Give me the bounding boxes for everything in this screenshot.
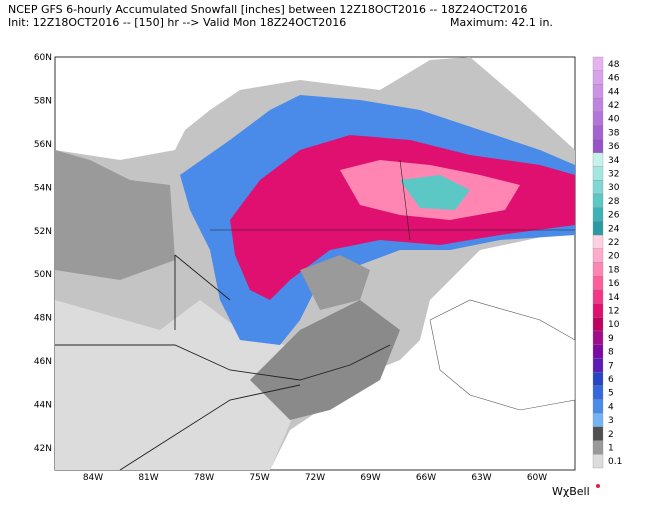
colorbar-label: 2 <box>608 430 614 440</box>
colorbar-swatch <box>592 193 604 208</box>
snow-pink <box>230 135 575 300</box>
snow-gray-core <box>300 255 370 310</box>
lon-label: 66W <box>416 473 436 483</box>
colorbar-label: 14 <box>608 293 620 303</box>
coast-atlantic <box>429 299 576 411</box>
colorbar-label: 0.1 <box>608 457 622 467</box>
colorbar-label: 32 <box>608 169 619 179</box>
colorbar-swatch <box>592 139 604 154</box>
colorbar-swatch <box>592 234 604 249</box>
colorbar-swatch <box>592 221 604 236</box>
colorbar-swatch <box>592 385 604 400</box>
colorbar-label: 48 <box>608 60 620 70</box>
colorbar-swatch <box>592 317 604 332</box>
lon-label: 78W <box>194 473 214 483</box>
colorbar-swatch <box>592 371 604 386</box>
colorbar-label: 24 <box>608 224 620 234</box>
colorbar-swatch <box>592 70 604 85</box>
colorbar-label: 38 <box>608 128 620 138</box>
lat-label: 54N <box>34 183 52 193</box>
colorbar-label: 46 <box>608 74 620 84</box>
colorbar-swatch <box>592 303 604 318</box>
colorbar-label: 16 <box>608 279 620 289</box>
colorbar-swatch <box>592 399 604 414</box>
lon-label: 60W <box>527 473 547 483</box>
colorbar-label: 10 <box>608 320 620 330</box>
colorbar-label: 7 <box>608 361 614 371</box>
lon-label: 69W <box>360 473 380 483</box>
colorbar-swatch <box>592 440 604 455</box>
colorbar-swatch <box>592 111 604 126</box>
colorbar-swatch <box>592 180 604 195</box>
colorbar-label: 18 <box>608 265 620 275</box>
colorbar-label: 28 <box>608 197 620 207</box>
colorbar-swatch <box>592 330 604 345</box>
lon-label: 75W <box>249 473 269 483</box>
brand: WχBell <box>552 485 590 498</box>
colorbar-swatch <box>592 262 604 277</box>
colorbar-label: 9 <box>608 334 614 344</box>
colorbar-label: 6 <box>608 375 614 385</box>
snow-1in-east <box>250 300 400 420</box>
subtitle: Init: 12Z18OCT2016 -- [150] hr --> Valid… <box>8 16 346 29</box>
colorbar-label: 22 <box>608 238 619 248</box>
snow-teal <box>400 175 470 210</box>
lat-label: 52N <box>34 227 52 237</box>
colorbar-label: 36 <box>608 142 620 152</box>
colorbar-swatch <box>592 84 604 99</box>
colorbar-label: 3 <box>608 416 614 426</box>
colorbar-swatch <box>592 454 604 469</box>
lat-label: 60N <box>34 53 52 63</box>
colorbar-swatch <box>592 344 604 359</box>
lon-label: 63W <box>471 473 491 483</box>
colorbar-label: 40 <box>608 115 620 125</box>
borders <box>55 254 391 471</box>
snow-1in <box>55 150 175 280</box>
lat-label: 56N <box>34 140 52 150</box>
colorbar-label: 34 <box>608 156 620 166</box>
colorbar-swatch <box>592 97 604 112</box>
lat-label: 50N <box>34 270 52 280</box>
colorbar-swatch <box>592 358 604 373</box>
colorbar-label: 26 <box>608 211 620 221</box>
colorbar-swatch <box>592 125 604 140</box>
lon-label: 72W <box>305 473 325 483</box>
lat-label: 46N <box>34 357 52 367</box>
lat-label: 42N <box>34 444 52 454</box>
colorbar-label: 12 <box>608 306 619 316</box>
colorbar-swatch <box>592 426 604 441</box>
lon-label: 81W <box>138 473 158 483</box>
lat-label: 44N <box>34 401 52 411</box>
colorbar-swatch <box>592 56 604 71</box>
colorbar-swatch <box>592 276 604 291</box>
lon-label: 84W <box>83 473 103 483</box>
colorbar-label: 4 <box>608 402 614 412</box>
colorbar-swatch <box>592 207 604 222</box>
colorbar-label: 44 <box>608 87 620 97</box>
maximum: Maximum: 42.1 in. <box>450 16 553 29</box>
colorbar-swatch <box>592 166 604 181</box>
colorbar-swatch <box>592 152 604 167</box>
lat-label: 48N <box>34 314 52 324</box>
colorbar-swatch <box>592 248 604 263</box>
brand-dot <box>596 484 600 488</box>
colorbar-swatch <box>592 289 604 304</box>
colorbar-label: 42 <box>608 101 619 111</box>
map <box>54 56 576 471</box>
colorbar-label: 5 <box>608 389 614 399</box>
lat-label: 58N <box>34 96 52 106</box>
colorbar-swatch <box>592 413 604 428</box>
province-lines <box>210 159 575 241</box>
colorbar-label: 1 <box>608 443 614 453</box>
title: NCEP GFS 6-hourly Accumulated Snowfall [… <box>8 3 527 16</box>
colorbar-label: 8 <box>608 348 614 358</box>
colorbar-label: 30 <box>608 183 620 193</box>
colorbar-label: 20 <box>608 252 620 262</box>
